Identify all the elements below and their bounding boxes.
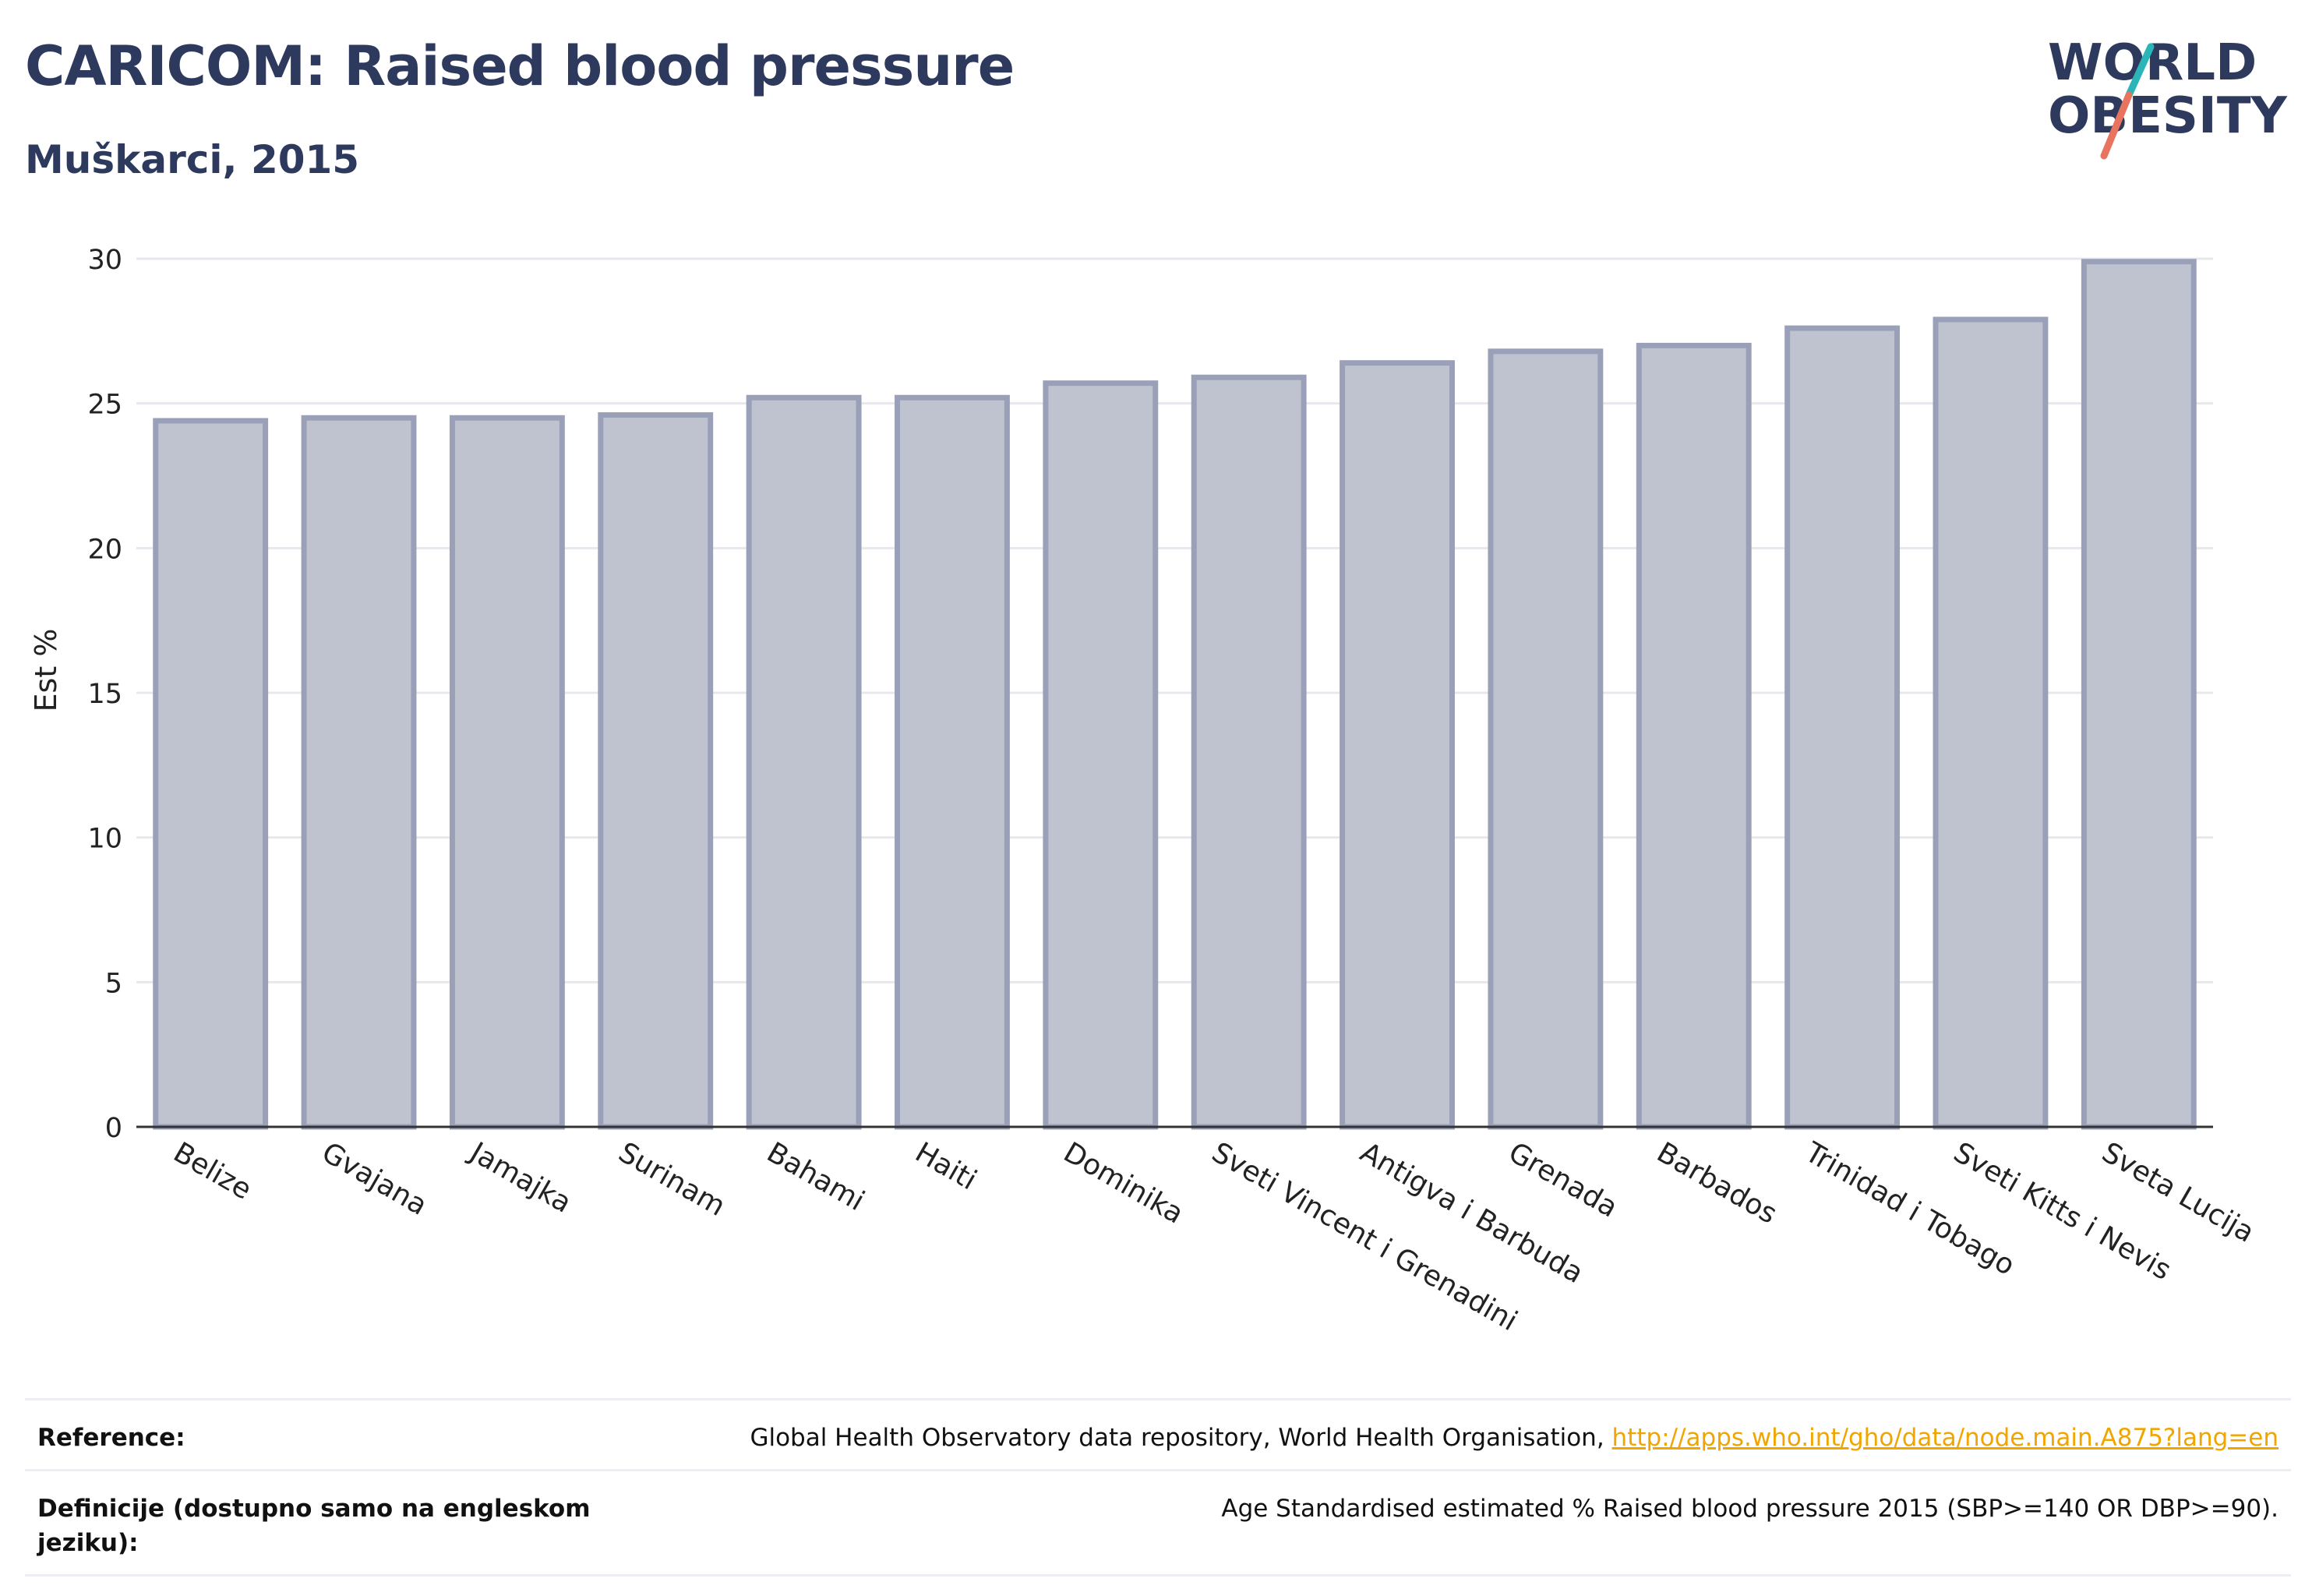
y-tick-label: 5 bbox=[105, 968, 122, 999]
y-tick-label: 30 bbox=[87, 245, 122, 276]
logo-line2: OBESITY bbox=[2048, 87, 2287, 145]
bar-chart: 0 5 10 15 20 25 30 Belize Gvajana Jamajka Surinam… bbox=[29, 245, 2260, 1337]
reference-text: Global Health Observatory data repositor… bbox=[750, 1421, 2279, 1455]
bar-bahami[interactable] bbox=[746, 394, 862, 1130]
bar-jamajka[interactable] bbox=[449, 415, 565, 1130]
x-tick-label: Bahami bbox=[761, 1136, 870, 1217]
logo-slash-teal bbox=[2125, 43, 2155, 99]
y-tick-labels: 0 5 10 15 20 25 30 bbox=[87, 245, 122, 1144]
bar-trinidad-i-tobago[interactable] bbox=[1784, 325, 1901, 1130]
definition-row: Definicije (dostupno samo na engleskom j… bbox=[25, 1469, 2291, 1577]
definition-text: Age Standardised estimated % Raised bloo… bbox=[1221, 1495, 2279, 1523]
bar-dominika[interactable] bbox=[1043, 380, 1159, 1130]
grid-lines bbox=[136, 257, 2213, 983]
y-tick-label: 10 bbox=[87, 824, 122, 855]
bar-grenada[interactable] bbox=[1488, 348, 1604, 1130]
x-tick-labels: Belize Gvajana Jamajka Surinam Bahami Haiti Do… bbox=[168, 1135, 2260, 1337]
y-tick-label: 20 bbox=[87, 534, 122, 565]
reference-label: Reference: bbox=[37, 1424, 185, 1452]
reference-table: Reference: Global Health Observatory dat… bbox=[25, 1398, 2291, 1577]
bar-sveti-vincent-i-grenadini[interactable] bbox=[1191, 374, 1307, 1130]
chart-subtitle: Muškarci, 2015 bbox=[25, 137, 360, 182]
logo-slash-coral bbox=[2100, 91, 2133, 160]
x-tick-label: Haiti bbox=[909, 1136, 982, 1196]
x-tick-label: Dominika bbox=[1058, 1136, 1189, 1230]
bar-gvajana[interactable] bbox=[301, 415, 417, 1130]
x-tick-label: Belize bbox=[168, 1136, 257, 1206]
y-tick-label: 25 bbox=[87, 390, 122, 421]
x-tick-label: Surinam bbox=[613, 1136, 731, 1223]
chart-title: CARICOM: Raised blood pressure bbox=[25, 34, 1015, 98]
bar-barbados[interactable] bbox=[1636, 342, 1752, 1130]
bar-sveti-kitts-i-nevis[interactable] bbox=[1933, 316, 2049, 1130]
reference-row: Reference: Global Health Observatory dat… bbox=[25, 1398, 2291, 1469]
bar-surinam[interactable] bbox=[598, 412, 714, 1130]
y-tick-label: 0 bbox=[105, 1113, 122, 1144]
y-axis-label: Est % bbox=[29, 629, 63, 712]
definition-label: Definicije (dostupno samo na engleskom j… bbox=[37, 1495, 591, 1557]
reference-link[interactable]: http://apps.who.int/gho/data/node.main.A… bbox=[1611, 1424, 2279, 1452]
x-tick-label: Jamajka bbox=[464, 1135, 577, 1220]
x-tick-label: Gvajana bbox=[316, 1136, 432, 1222]
bar-belize[interactable] bbox=[153, 418, 269, 1130]
x-tick-label: Grenada bbox=[1503, 1136, 1623, 1223]
bar-haiti[interactable] bbox=[895, 394, 1010, 1130]
bars bbox=[153, 259, 2197, 1130]
bar-sveta-lucija[interactable] bbox=[2081, 259, 2197, 1130]
bar-antigva-i-barbuda[interactable] bbox=[1340, 360, 1455, 1130]
reference-source: Global Health Observatory data repositor… bbox=[750, 1424, 1612, 1452]
world-obesity-logo: WORLD OBESITY bbox=[2048, 34, 2287, 160]
x-tick-label: Barbados bbox=[1651, 1136, 1782, 1231]
y-tick-label: 15 bbox=[87, 679, 122, 710]
